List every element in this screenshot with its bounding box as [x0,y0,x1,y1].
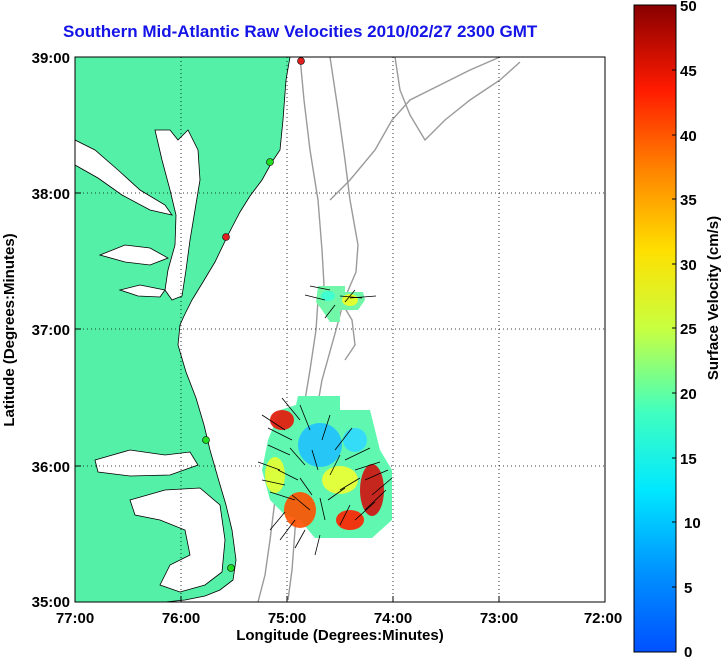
york-river [118,284,166,298]
colorbar-tick-label: 10 [684,515,701,532]
y-tick-label: 38:00 [32,186,70,203]
axis-ticks [75,192,500,602]
colorbar-tick-label: 35 [680,192,697,209]
station-marker [227,564,235,572]
colorbar-tick-labels: 50 45 40 35 30 25 20 15 10 5 0 [680,0,701,659]
y-tick-labels: 39:00 38:00 37:00 36:00 35:00 [32,50,70,611]
colorbar-tick-label: 25 [680,321,697,338]
colorbar-tick-label: 15 [680,451,697,468]
potomac-river [75,139,173,216]
albemarle-sound [94,449,199,477]
x-tick-labels: 77:00 76:00 75:00 74:00 73:00 72:00 [56,610,622,627]
colorbar-tick-label: 20 [680,386,697,403]
colorbar-tick-label: 0 [684,644,692,659]
velocity-field-north [316,286,365,322]
y-axis-label: Latitude (Degrees:Minutes) [1,233,18,426]
velocity-field-south [262,396,392,538]
velocity-vectors-south [257,397,393,556]
pamlico-sound [129,487,226,593]
y-tick-label: 36:00 [32,459,70,476]
x-tick-label: 77:00 [56,610,94,627]
station-marker [297,57,305,65]
x-tick-label: 75:00 [268,610,306,627]
colorbar-tick-label: 30 [680,257,697,274]
map-title: Southern Mid-Atlantic Raw Velocities 201… [63,22,538,41]
x-tick-label: 72:00 [584,610,622,627]
x-tick-label: 74:00 [374,610,412,627]
colorbar [633,4,677,653]
y-tick-label: 39:00 [32,50,70,67]
colorbar-label: Surface Velocity (cm/s) [705,216,722,380]
chesapeake-bay [154,129,201,301]
station-marker [202,436,210,444]
colorbar-ticks [672,69,676,588]
x-tick-label: 76:00 [162,610,200,627]
y-tick-label: 37:00 [32,322,70,339]
rappahannock-river [98,244,169,266]
station-marker [266,158,274,166]
colorbar-tick-label: 45 [680,63,697,80]
colorbar-tick-label: 5 [684,580,692,597]
y-tick-label: 35:00 [32,594,70,611]
station-marker [222,233,230,241]
velocity-vectors-north [304,285,377,319]
colorbar-tick-label: 50 [680,0,697,15]
x-axis-label: Longitude (Degrees:Minutes) [236,627,444,644]
colorbar-tick-label: 40 [680,128,697,145]
x-tick-label: 73:00 [480,610,518,627]
